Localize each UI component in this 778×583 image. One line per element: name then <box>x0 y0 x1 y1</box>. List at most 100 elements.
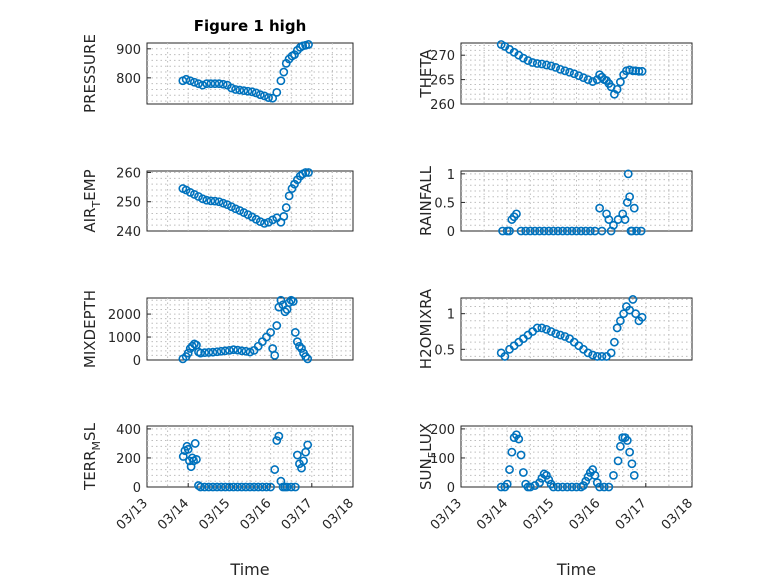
data-point <box>196 482 205 492</box>
data-point <box>218 198 228 208</box>
data-point <box>637 312 647 322</box>
data-point <box>588 77 598 86</box>
data-point <box>192 455 201 464</box>
x-tick-label: 03/18 <box>659 496 696 533</box>
data-point <box>583 75 593 84</box>
y-tick-label: 0 <box>447 225 455 240</box>
data-point <box>185 187 195 197</box>
data-point <box>625 192 635 202</box>
y-tick-label: 1 <box>447 168 455 183</box>
data-point <box>631 309 641 319</box>
data-point <box>212 347 222 357</box>
data-point <box>237 346 247 356</box>
y-axis-label: PRESSURE <box>81 34 99 113</box>
data-point <box>202 195 212 205</box>
y-tick-label: 2000 <box>108 308 141 323</box>
data-point <box>628 66 638 76</box>
data-point <box>592 478 602 488</box>
data-point <box>579 73 588 83</box>
y-tick-label: 270 <box>430 49 455 64</box>
data-point <box>555 64 565 74</box>
data-point <box>255 217 265 227</box>
data-point <box>189 190 199 199</box>
data-point <box>615 441 625 451</box>
data-point <box>606 348 616 358</box>
data-point <box>604 482 614 492</box>
y-tick-label: 800 <box>116 72 141 87</box>
y-axis-label-main: PRESSURE <box>81 34 99 113</box>
data-point <box>567 226 577 236</box>
axes-mixdepth: 0 1000 2000 MIXDEPTH <box>81 290 354 369</box>
y-axis-label-main: RAINFALL <box>417 165 435 236</box>
data-point <box>208 482 218 492</box>
data-point <box>583 348 593 358</box>
data-point <box>233 345 243 355</box>
data-point <box>542 60 551 70</box>
data-point <box>206 79 216 89</box>
data-point <box>198 194 208 204</box>
data-point <box>528 58 538 67</box>
axes-h2omixra: 0.5 1 H2OMIXRA <box>417 288 693 369</box>
data-point <box>632 226 641 236</box>
y-tick-label: 260 <box>116 166 141 181</box>
data-point <box>505 226 514 236</box>
data-point <box>612 84 622 94</box>
data-point <box>544 226 554 236</box>
data-point <box>574 71 584 81</box>
data-point <box>299 456 308 466</box>
data-point <box>183 348 193 358</box>
data-point <box>284 298 294 307</box>
y-axis-label-main: AIR <box>81 208 99 233</box>
y-axis-label: THETA <box>417 49 435 99</box>
data-point <box>615 316 625 326</box>
data-point <box>518 53 528 63</box>
x-tick-label: 03/18 <box>320 496 357 533</box>
data-point <box>581 476 591 486</box>
data-point <box>268 215 278 225</box>
data-point <box>292 337 302 347</box>
data-point <box>233 482 243 492</box>
y-axis-label-rest: EMP <box>81 169 99 200</box>
data-point <box>202 79 212 89</box>
data-point <box>210 79 220 89</box>
data-point <box>210 196 220 206</box>
data-point <box>546 61 556 71</box>
data-point <box>597 352 607 361</box>
data-point <box>237 482 247 492</box>
data-point <box>239 86 249 96</box>
data-point <box>553 482 563 492</box>
data-point <box>247 87 257 97</box>
y-tick-label: 200 <box>116 452 141 467</box>
data-point <box>287 184 297 193</box>
data-point <box>518 468 528 477</box>
data-point <box>301 352 311 361</box>
data-point <box>272 436 282 445</box>
data-point <box>229 345 238 355</box>
data-point <box>569 69 579 79</box>
x-tick-label: 03/13 <box>428 496 465 533</box>
y-axis-label-main: TERR <box>81 450 99 491</box>
data-point <box>535 226 544 236</box>
data-point <box>512 209 521 219</box>
data-point <box>555 330 565 340</box>
data-point <box>609 337 619 347</box>
y-axis-label: AIRTEMP <box>81 169 103 232</box>
data-point <box>295 341 304 351</box>
data-point <box>636 226 646 236</box>
y-axis-label-subscript: M <box>90 441 103 451</box>
x-tick-label: 03/17 <box>613 496 650 533</box>
data-point <box>623 169 633 179</box>
data-point <box>264 93 273 103</box>
data-point <box>241 482 251 492</box>
data-point <box>279 67 289 77</box>
data-point <box>245 347 255 357</box>
data-point <box>218 79 228 89</box>
data-point <box>280 307 290 317</box>
data-point <box>286 482 296 492</box>
y-tick-label: 0.5 <box>434 343 455 358</box>
y-axis-label: TERRMSL <box>81 422 103 491</box>
x-tick-label: 03/13 <box>114 496 151 533</box>
data-point <box>241 346 251 356</box>
data-point <box>204 348 214 357</box>
